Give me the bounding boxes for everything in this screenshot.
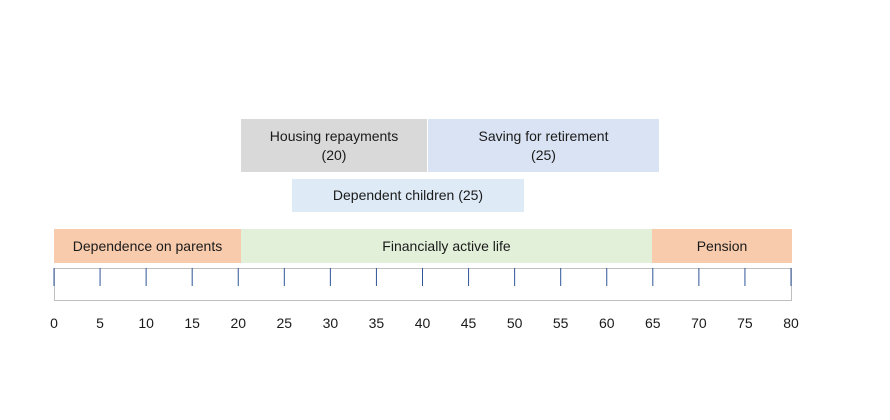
tick-label-15: 15 [184, 315, 200, 331]
tick-label-75: 75 [737, 315, 753, 331]
tick-label-65: 65 [645, 315, 661, 331]
tick-label-5: 5 [96, 315, 104, 331]
dependence-on-parents-label: Dependence on parents [72, 237, 223, 254]
tick-label-0: 0 [50, 315, 58, 331]
saving-for-retirement-label: Saving for retirement [478, 127, 609, 144]
dependent-children-block: Dependent children (25) [292, 179, 524, 212]
dependence-on-parents-block: Dependence on parents [54, 229, 241, 263]
housing-repayments-block: Housing repayments (20) [241, 119, 427, 172]
tick-label-80: 80 [783, 315, 799, 331]
timeline-axis-box [54, 268, 792, 301]
tick-label-40: 40 [414, 315, 431, 331]
pension-block: Pension [652, 229, 792, 263]
tick-label-30: 30 [322, 315, 339, 331]
tick-label-45: 45 [460, 315, 477, 331]
saving-for-retirement-duration: (25) [531, 146, 556, 163]
tick-label-10: 10 [138, 315, 154, 331]
financially-active-life-label: Financially active life [382, 237, 511, 254]
saving-for-retirement-block: Saving for retirement (25) [428, 119, 659, 172]
pension-label: Pension [696, 237, 748, 254]
housing-repayments-label: Housing repayments [269, 127, 399, 144]
tick-label-50: 50 [506, 315, 523, 331]
dependent-children-label: Dependent children (25) [332, 187, 484, 203]
financially-active-life-block: Financially active life [241, 229, 652, 263]
tick-label-70: 70 [691, 315, 707, 331]
tick-label-20: 20 [230, 315, 247, 331]
tick-label-25: 25 [276, 315, 293, 331]
housing-repayments-duration: (20) [321, 146, 347, 163]
tick-label-35: 35 [368, 315, 385, 331]
tick-label-55: 55 [552, 315, 569, 331]
tick-label-60: 60 [598, 315, 615, 331]
